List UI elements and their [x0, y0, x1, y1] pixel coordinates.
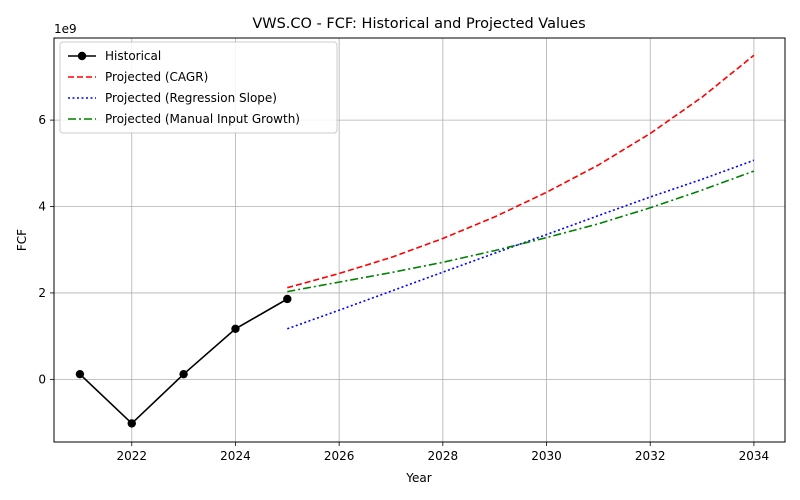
x-tick-label: 2034	[739, 449, 770, 463]
series-line-1	[287, 54, 755, 289]
x-tick-label: 2022	[116, 449, 147, 463]
series-0-point	[231, 324, 240, 333]
series-0-point	[283, 294, 292, 304]
series-0-point	[179, 369, 188, 379]
x-axis-ticks: 2022 2024 2026 2028 2030 2032 2034	[116, 442, 769, 463]
legend-box	[59, 41, 338, 134]
series-0-point	[127, 419, 136, 428]
x-tick-label: 2026	[324, 449, 355, 463]
series-layer	[75, 54, 755, 428]
y-tick-label: 0	[38, 372, 46, 386]
x-tick-label: 2024	[220, 449, 251, 463]
y-tick-label: 6	[38, 113, 46, 127]
series-0-point	[75, 369, 85, 379]
legend-items: Historical Projected (CAGR) Projected (Reg…	[68, 49, 300, 126]
chart-title: VWS.CO - FCF: Historical and Projected V…	[252, 16, 585, 32]
legend-label-3: Projected (Manual Input Growth)	[105, 112, 300, 126]
y-tick-label: 4	[38, 200, 46, 214]
series-line-0	[79, 298, 288, 425]
legend-label-1: Projected (CAGR)	[105, 70, 208, 84]
y-axis-label: FCF	[15, 229, 29, 251]
x-tick-label: 2028	[428, 449, 459, 463]
legend: Historical Projected (CAGR) Projected (Reg…	[59, 41, 338, 134]
y-tick-label: 2	[38, 286, 46, 300]
x-tick-label: 2032	[635, 449, 666, 463]
series-line-2	[287, 159, 755, 330]
x-axis-label: Year	[405, 471, 431, 485]
series-line-3	[287, 170, 755, 293]
plot-frame	[53, 37, 786, 443]
y-scale-label: 1e9	[54, 22, 77, 36]
y-axis-ticks: 0 2 4 6	[38, 113, 54, 386]
legend-label-0: Historical	[105, 49, 161, 63]
x-tick-label: 2030	[531, 449, 562, 463]
legend-label-2: Projected (Regression Slope)	[105, 91, 277, 105]
legend-marker-0	[77, 51, 87, 61]
